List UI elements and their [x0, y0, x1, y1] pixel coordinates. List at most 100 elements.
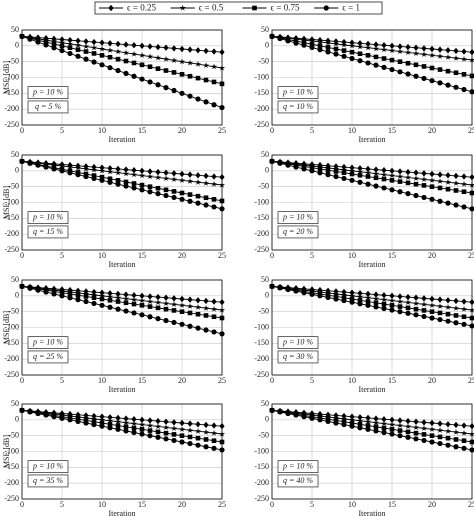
marker	[147, 417, 153, 424]
x-tick-label: 20	[428, 126, 436, 135]
x-tick-label: 10	[98, 500, 106, 509]
marker	[178, 58, 186, 65]
marker	[437, 67, 443, 72]
marker	[389, 431, 395, 437]
marker	[90, 415, 98, 422]
marker	[211, 197, 217, 202]
marker	[373, 415, 379, 422]
marker	[154, 423, 162, 430]
marker	[162, 300, 170, 307]
marker	[333, 169, 339, 174]
marker	[293, 412, 299, 418]
marker	[349, 299, 355, 305]
marker	[453, 421, 459, 429]
marker	[59, 43, 65, 49]
marker	[211, 173, 217, 180]
legend-marker	[108, 4, 114, 12]
marker	[397, 179, 403, 184]
marker	[389, 292, 395, 300]
marker	[357, 179, 363, 185]
axes-frame	[21, 279, 223, 376]
marker	[429, 45, 435, 53]
marker	[460, 180, 468, 187]
y-tick-label: -100	[254, 72, 269, 81]
marker	[388, 47, 396, 54]
marker	[131, 292, 137, 299]
marker	[154, 174, 162, 181]
marker	[99, 302, 105, 308]
marker	[461, 173, 467, 180]
y-axis-label: MSE [dB]	[2, 186, 11, 219]
marker	[341, 419, 347, 425]
marker	[179, 196, 185, 202]
x-tick-label: 25	[218, 126, 226, 135]
marker	[82, 290, 90, 297]
y-tick-label: -250	[4, 245, 19, 254]
x-tick-label: 0	[20, 126, 24, 135]
marker	[469, 89, 474, 95]
marker	[203, 437, 209, 442]
marker	[107, 304, 113, 310]
marker	[325, 167, 331, 173]
marker	[277, 35, 283, 42]
marker	[218, 306, 226, 313]
marker	[381, 64, 387, 70]
marker	[468, 56, 474, 63]
marker	[325, 172, 331, 178]
marker	[123, 308, 129, 314]
marker	[179, 190, 185, 196]
marker	[381, 176, 387, 182]
marker	[43, 412, 49, 418]
marker	[317, 293, 323, 299]
marker	[51, 414, 57, 420]
marker	[396, 422, 404, 429]
marker	[147, 314, 153, 320]
y-tick-label: -200	[4, 354, 19, 363]
marker	[404, 299, 412, 306]
marker	[397, 417, 403, 424]
marker	[75, 418, 81, 425]
marker	[421, 45, 427, 52]
marker	[445, 435, 451, 441]
marker	[453, 202, 459, 208]
marker	[219, 173, 225, 181]
marker	[195, 96, 201, 102]
annotation-box	[277, 86, 319, 99]
marker	[413, 73, 419, 79]
x-tick-label: 5	[310, 126, 314, 135]
x-tick-label: 15	[388, 251, 396, 260]
marker	[83, 56, 89, 62]
marker	[413, 418, 419, 425]
x-tick-label: 10	[98, 251, 106, 260]
marker	[269, 158, 275, 164]
annotation: p = 10 %	[282, 338, 313, 347]
marker	[171, 194, 177, 201]
marker	[155, 293, 161, 301]
marker	[195, 297, 201, 304]
marker	[341, 297, 347, 304]
marker	[27, 285, 33, 291]
marker	[83, 49, 89, 54]
annotation: q = 40 %	[283, 476, 313, 485]
marker	[115, 414, 121, 422]
marker	[130, 171, 138, 178]
y-tick-label: -150	[4, 462, 19, 471]
marker	[66, 40, 74, 47]
x-tick-label: 0	[270, 500, 274, 509]
marker	[139, 303, 145, 308]
marker	[82, 414, 90, 421]
marker	[277, 409, 283, 415]
marker	[131, 310, 137, 316]
marker	[468, 430, 474, 437]
x-axis-label: Iteration	[358, 135, 385, 144]
marker	[146, 53, 154, 60]
marker	[187, 46, 193, 53]
marker	[50, 38, 58, 44]
marker	[269, 407, 275, 413]
marker	[131, 185, 137, 191]
x-tick-label: 5	[60, 126, 64, 135]
marker	[437, 185, 443, 191]
marker	[372, 45, 380, 52]
y-tick-label: -50	[258, 430, 269, 439]
marker	[19, 33, 25, 39]
